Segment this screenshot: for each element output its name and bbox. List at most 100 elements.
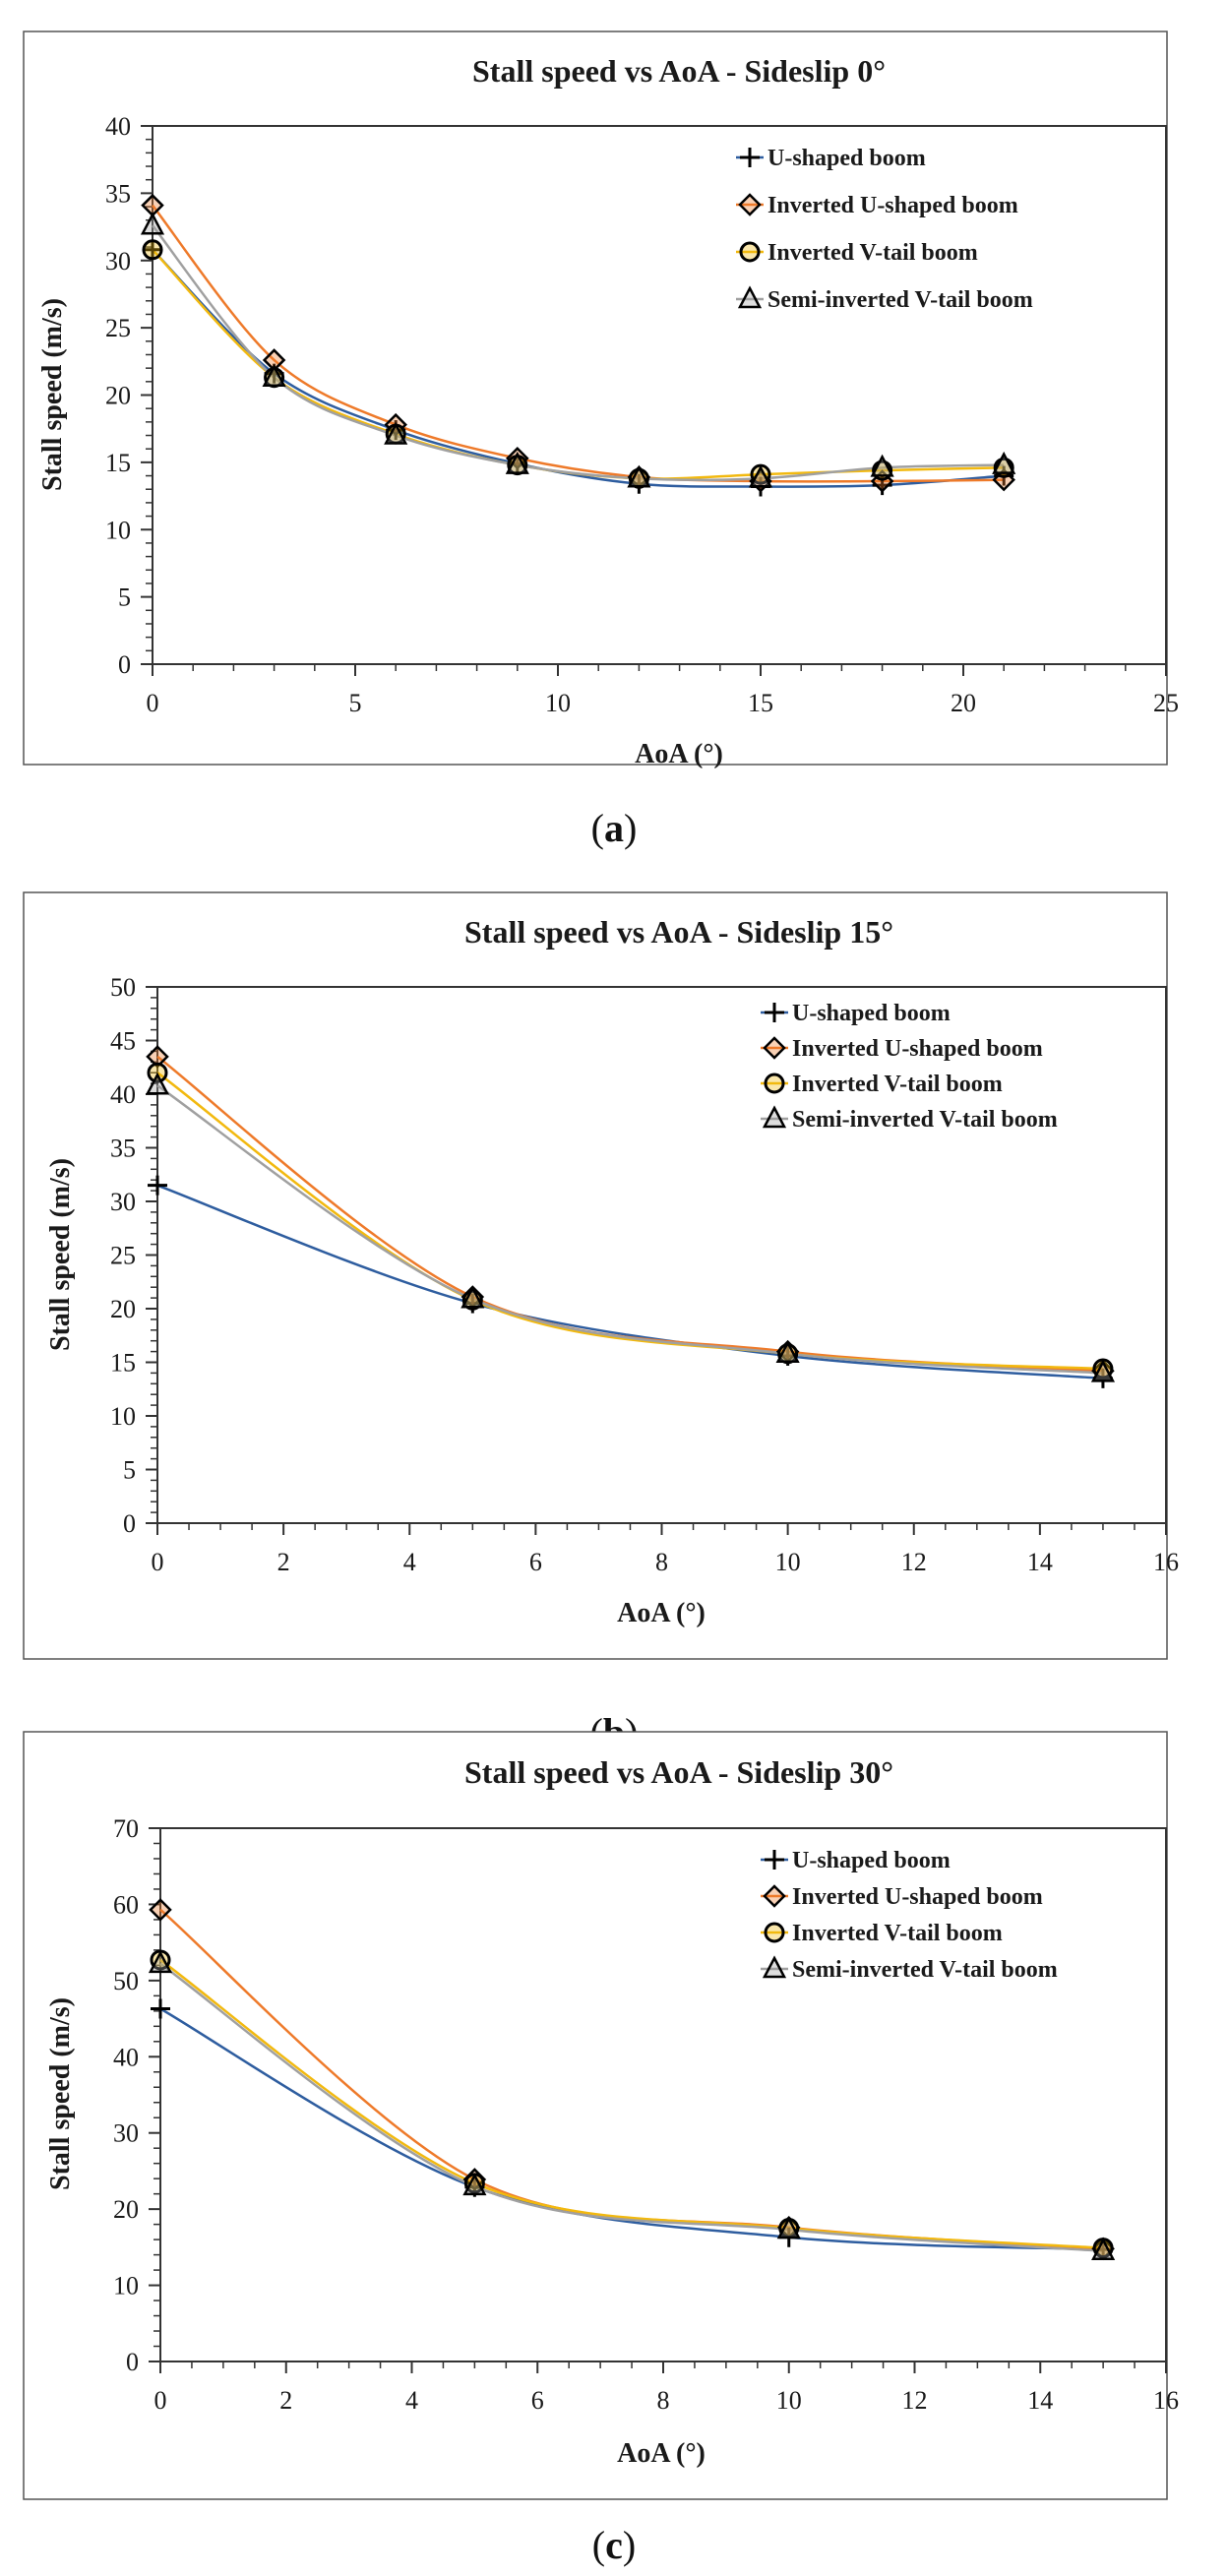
x-tick-label: 25: [1153, 689, 1179, 717]
data-point: [505, 451, 529, 474]
panel-caption: (a): [591, 806, 638, 850]
y-tick-label: 50: [113, 1967, 139, 1995]
chart-panel-b: Stall speed vs AoA - Sideslip 15° 0 2 4 6 8 10…: [23, 891, 1179, 1660]
caption-close-paren: ): [624, 806, 637, 850]
x-tick-label: 4: [403, 1548, 416, 1576]
chart-panel-a: Stall speed vs AoA - Sideslip 0° 0 5 10 15 20…: [23, 31, 1179, 769]
x-axis-label: AoA (°): [617, 2438, 706, 2469]
data-point: [776, 2216, 801, 2239]
legend-item: Inverted V-tail boom: [761, 1921, 1003, 1946]
x-tick-label: 12: [901, 1548, 927, 1576]
caption-close-paren: ): [623, 2523, 636, 2567]
y-tick-label: 30: [113, 2119, 139, 2148]
x-tick-label: 4: [405, 2386, 418, 2415]
y-tick-label: 20: [105, 382, 131, 410]
data-point: [143, 239, 162, 260]
legend-item: U-shaped boom: [761, 1848, 951, 1873]
caption-open-paren: (: [591, 806, 604, 850]
y-tick-label: 20: [113, 2195, 139, 2224]
x-tick-label: 6: [529, 1548, 542, 1576]
triangle-marker: [737, 285, 763, 309]
series-line-0: [159, 2007, 1104, 2251]
x-tick-label: 5: [349, 689, 362, 717]
data-point: [149, 1898, 172, 1922]
chart-frame: [23, 1731, 1168, 2500]
y-tick-label: 50: [110, 973, 136, 1002]
chart-title: Stall speed vs AoA - Sideslip 15°: [464, 914, 893, 950]
y-tick-label: 35: [110, 1135, 136, 1163]
y-tick-label: 10: [105, 516, 131, 544]
caption-letter: a: [604, 806, 624, 850]
y-tick-label: 25: [110, 1242, 136, 1270]
x-tick-label: 14: [1027, 1548, 1053, 1576]
data-point: [262, 364, 286, 387]
legend-item: Inverted U-shaped boom: [736, 193, 1018, 218]
legend-label: Inverted V-tail boom: [792, 1072, 1003, 1097]
chart-title: Stall speed vs AoA - Sideslip 0°: [472, 53, 886, 89]
data-point: [748, 464, 773, 488]
y-tick-label: 10: [110, 1402, 136, 1431]
x-tick-label: 0: [154, 2386, 167, 2415]
circle-marker: [739, 241, 761, 263]
legend-label: Semi-inverted V-tail boom: [792, 1107, 1058, 1133]
y-tick-label: 40: [113, 2043, 139, 2071]
y-tick-label: 60: [113, 1890, 139, 1919]
x-tick-label: 0: [152, 1548, 164, 1576]
x-tick-label: 16: [1153, 1548, 1179, 1576]
y-tick-label: 40: [110, 1080, 136, 1109]
legend-item: Semi-inverted V-tail boom: [761, 1955, 1058, 1983]
legend-label: U-shaped boom: [792, 1001, 951, 1026]
y-tick-label: 20: [110, 1295, 136, 1323]
legend-item: Inverted U-shaped boom: [761, 1036, 1043, 1062]
panel-caption: (c): [592, 2523, 636, 2567]
series-line-3: [159, 1962, 1104, 2252]
x-axis-label: AoA (°): [617, 1598, 706, 1628]
legend-item: Inverted V-tail boom: [736, 240, 978, 266]
x-tick-label: 15: [748, 689, 773, 717]
y-tick-label: 45: [110, 1027, 136, 1056]
y-axis-label: Stall speed (m/s): [37, 298, 68, 491]
data-point: [148, 1175, 167, 1196]
y-axis-label: Stall speed (m/s): [45, 1997, 76, 2190]
legend-label: Semi-inverted V-tail boom: [792, 1957, 1058, 1983]
data-point: [148, 1950, 173, 1974]
chart-title: Stall speed vs AoA - Sideslip 30°: [464, 1754, 893, 1790]
data-point: [145, 1072, 170, 1095]
data-point: [460, 1285, 485, 1309]
caption-letter: c: [605, 2523, 623, 2567]
chart-frame: [23, 31, 1168, 766]
x-tick-label: 14: [1027, 2386, 1053, 2415]
data-point: [146, 1045, 169, 1069]
legend-item: Inverted V-tail boom: [761, 1072, 1003, 1097]
plus-marker: [765, 1850, 784, 1870]
series-line-0: [156, 1184, 1104, 1380]
y-tick-label: 30: [110, 1188, 136, 1216]
x-tick-label: 6: [531, 2386, 544, 2415]
legend-item: U-shaped boom: [736, 146, 926, 171]
x-tick-label: 8: [657, 2386, 670, 2415]
y-tick-label: 5: [123, 1456, 136, 1485]
series-line-2: [159, 1958, 1104, 2249]
data-point: [627, 464, 651, 488]
legend-label: Inverted U-shaped boom: [792, 1036, 1043, 1062]
series-line-3: [156, 1084, 1104, 1375]
data-point: [775, 1340, 800, 1364]
y-tick-label: 0: [126, 2348, 139, 2376]
y-tick-label: 15: [110, 1349, 136, 1378]
x-tick-label: 8: [655, 1548, 668, 1576]
x-tick-label: 20: [951, 689, 976, 717]
chart-frame: [23, 891, 1168, 1660]
legend-label: Inverted V-tail boom: [768, 240, 978, 266]
plus-marker: [765, 1003, 784, 1022]
circle-marker: [764, 1073, 785, 1094]
series-line-2: [156, 1072, 1103, 1371]
x-axis-label: AoA (°): [635, 739, 723, 769]
x-tick-label: 2: [279, 2386, 292, 2415]
x-tick-label: 10: [545, 689, 571, 717]
chart-panel-c: Stall speed vs AoA - Sideslip 30° 0 2 4 6 8 10…: [23, 1731, 1179, 2500]
series-line-1: [152, 204, 1005, 483]
y-axis-label: Stall speed (m/s): [45, 1158, 76, 1351]
legend-item: Semi-inverted V-tail boom: [736, 285, 1033, 313]
x-tick-label: 2: [277, 1548, 290, 1576]
